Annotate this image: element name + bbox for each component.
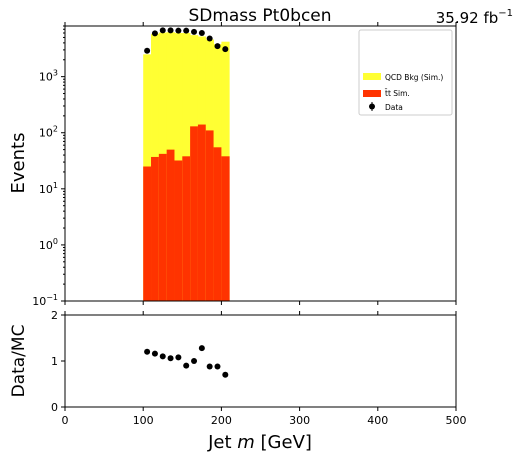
ratio-point bbox=[198, 345, 205, 352]
ttbar-bar bbox=[151, 156, 160, 301]
ratio-y-axis-label: Data/MC bbox=[9, 325, 29, 398]
x-tick-label: 100 bbox=[133, 414, 154, 427]
ttbar-bar bbox=[190, 126, 199, 301]
x-tick-label: 0 bbox=[62, 414, 69, 427]
data-point bbox=[191, 28, 198, 35]
y-tick-label: 103 bbox=[39, 69, 58, 84]
data-point bbox=[167, 27, 174, 34]
ratio-point bbox=[214, 363, 221, 370]
x-tick-label: 500 bbox=[446, 414, 467, 427]
luminosity-label: 35.92 fb−1 bbox=[436, 8, 513, 27]
data-point bbox=[198, 30, 205, 37]
ttbar-bar bbox=[205, 130, 214, 301]
y-tick-label: 10−1 bbox=[32, 293, 58, 308]
ratio-plot-frame bbox=[64, 314, 457, 408]
ratio-y-tick-label: 1 bbox=[51, 355, 58, 368]
ttbar-bar bbox=[213, 147, 222, 301]
data-point bbox=[144, 47, 151, 54]
legend-label-ttbar: t̄t Sim. bbox=[385, 89, 410, 98]
ratio-point bbox=[151, 350, 158, 357]
ttbar-bar bbox=[221, 156, 230, 301]
ttbar-bar bbox=[182, 156, 191, 301]
ratio-point bbox=[222, 371, 229, 378]
x-tick-label: 200 bbox=[211, 414, 232, 427]
legend: QCD Bkg (Sim.) t̄t Sim. Data bbox=[358, 29, 453, 116]
y-axis-label: Events bbox=[8, 133, 29, 194]
ttbar-bar bbox=[166, 149, 175, 301]
x-tick-label: 300 bbox=[289, 414, 310, 427]
legend-label-qcd: QCD Bkg (Sim.) bbox=[385, 73, 443, 82]
ratio-point bbox=[183, 362, 190, 369]
ratio-y-tick-label: 2 bbox=[51, 309, 58, 322]
data-point bbox=[214, 43, 221, 50]
ratio-plot: 0 100 200 300 400 500 0 1 2 bbox=[51, 309, 467, 427]
data-point bbox=[159, 27, 166, 34]
ratio-point bbox=[191, 358, 198, 364]
legend-label-data: Data bbox=[385, 103, 403, 112]
ratio-point bbox=[175, 354, 182, 361]
y-tick-label: 100 bbox=[39, 237, 58, 252]
main-plot-frame bbox=[64, 25, 457, 302]
ratio-y-tick-label: 0 bbox=[51, 401, 58, 414]
ttbar-bar bbox=[158, 153, 168, 301]
ratio-point bbox=[167, 355, 174, 362]
ttbar-bar bbox=[143, 166, 152, 301]
main-plot: 10−1 100 101 102 103 bbox=[32, 22, 457, 308]
ratio-point bbox=[144, 348, 151, 355]
ttbar-bar bbox=[174, 160, 183, 301]
y-tick-label: 102 bbox=[39, 125, 58, 140]
x-axis-label: Jet m [GeV] bbox=[207, 432, 312, 453]
data-point bbox=[206, 35, 213, 42]
legend-frame bbox=[358, 29, 453, 116]
data-point bbox=[151, 30, 158, 37]
ratio-point bbox=[159, 353, 166, 360]
x-tick-label: 400 bbox=[367, 414, 388, 427]
data-point bbox=[175, 27, 182, 34]
y-tick-label: 101 bbox=[39, 181, 58, 196]
legend-data-marker bbox=[369, 103, 375, 110]
legend-swatch-qcd bbox=[363, 73, 381, 80]
chart-title: SDmass Pt0bcen bbox=[188, 6, 331, 26]
data-point bbox=[183, 27, 190, 34]
ttbar-bar bbox=[197, 124, 207, 301]
legend-swatch-ttbar bbox=[363, 90, 381, 97]
ratio-point bbox=[206, 363, 213, 370]
data-point bbox=[222, 46, 229, 53]
